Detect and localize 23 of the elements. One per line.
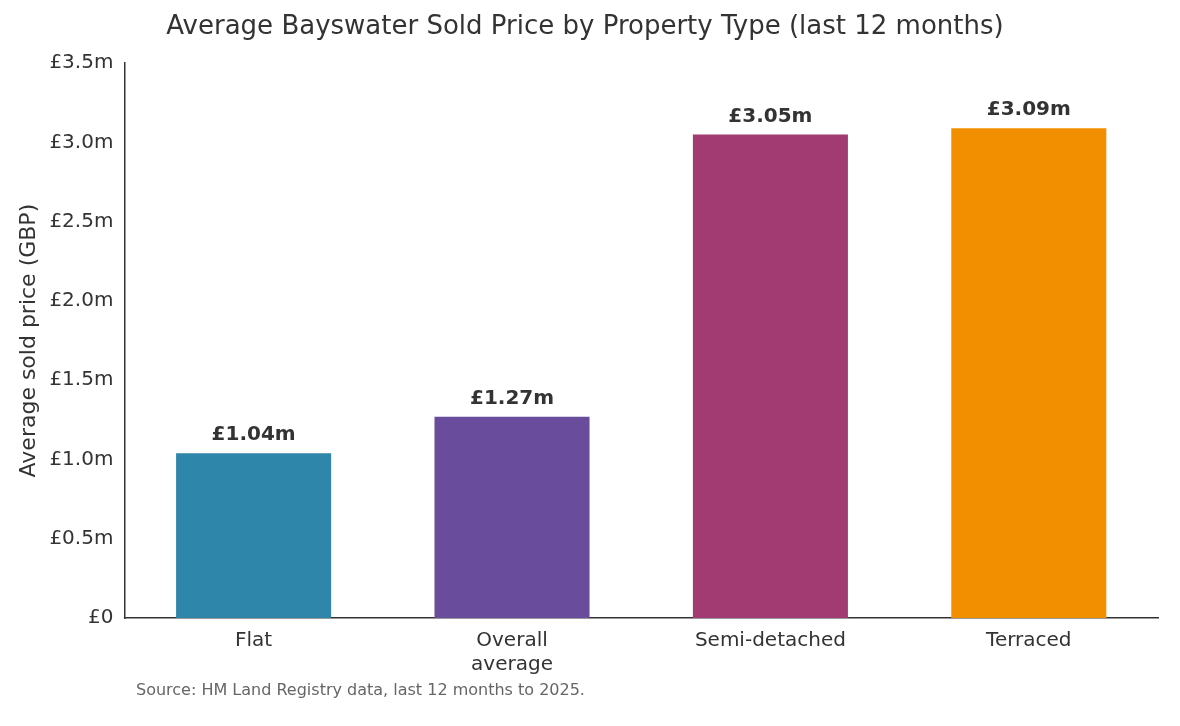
x-tick-label: Flat <box>235 627 273 652</box>
y-axis-title: Average sold price (GBP) <box>14 203 40 478</box>
y-tick-label: £3.5m <box>49 49 114 74</box>
bar <box>434 416 590 618</box>
x-tick-label: Semi-detached <box>694 627 846 652</box>
y-tick-label: £3.0m <box>49 128 114 153</box>
x-tick-label: Overall average <box>471 627 553 676</box>
data-label: £3.09m <box>986 96 1071 121</box>
y-tick-label: £0.5m <box>49 524 114 549</box>
bar <box>951 128 1107 618</box>
y-tick-label: £1.5m <box>49 366 114 391</box>
y-tick-label: £1.0m <box>49 445 114 470</box>
y-tick-label: £2.5m <box>49 207 114 232</box>
x-tick-label: Terraced <box>985 627 1072 652</box>
y-tick-label: £0 <box>87 604 114 629</box>
source-note: Source: HM Land Registry data, last 12 months to 2025. <box>136 680 586 699</box>
data-label: £3.05m <box>728 102 813 127</box>
data-label: £1.04m <box>211 421 296 446</box>
y-tick-label: £2.0m <box>49 287 114 312</box>
data-label: £1.27m <box>469 384 555 409</box>
bar <box>692 134 848 618</box>
chart-title: Average Bayswater Sold Price by Property Type (last 12 months) <box>166 10 1004 41</box>
bar <box>176 453 332 618</box>
